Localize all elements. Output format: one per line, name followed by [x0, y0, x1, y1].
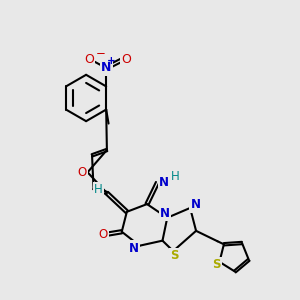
Text: +: + [107, 56, 116, 66]
Text: N: N [129, 242, 139, 255]
Text: N: N [101, 61, 111, 74]
Text: N: N [159, 176, 169, 189]
Text: O: O [84, 52, 94, 66]
Text: N: N [160, 207, 170, 220]
Text: H: H [171, 170, 180, 183]
Text: H: H [94, 183, 103, 196]
Text: S: S [212, 258, 221, 272]
Text: N: N [190, 199, 200, 212]
Text: O: O [78, 166, 87, 179]
Text: S: S [170, 249, 179, 262]
Text: −: − [95, 46, 105, 60]
Text: O: O [99, 228, 108, 241]
Text: O: O [121, 53, 131, 66]
